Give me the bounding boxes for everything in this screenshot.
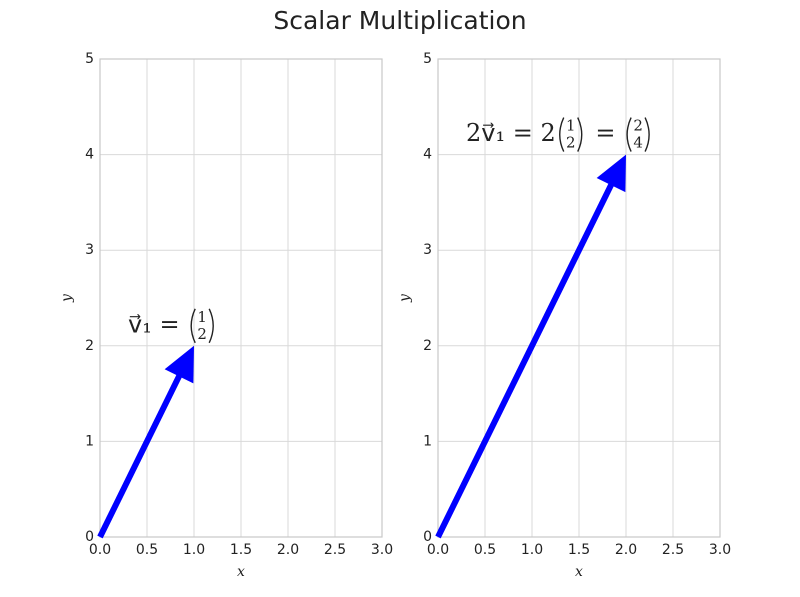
y-axis-label: y: [59, 293, 75, 303]
vector-head: [596, 154, 626, 193]
x-tick-label: 0.0: [89, 542, 111, 558]
paren-right: [644, 117, 650, 152]
y-tick-label: 2: [85, 338, 94, 354]
y-tick-label: 3: [85, 242, 94, 258]
x-axis-label: x: [237, 564, 245, 580]
annotation-entry: 2: [566, 134, 576, 152]
vector-head: [164, 345, 194, 384]
annotation-text: 2v⃗₁ = 2: [466, 119, 556, 147]
x-tick-label: 2.5: [324, 542, 346, 558]
y-axis-label: y: [397, 293, 413, 303]
y-tick-label: 3: [423, 242, 432, 258]
paren-right: [577, 117, 583, 152]
annotation-entry: 4: [633, 134, 643, 152]
annotation-entry: 1: [566, 117, 576, 135]
annotation-entry: 2: [633, 117, 643, 135]
x-tick-label: 2.0: [277, 542, 299, 558]
annotation: v⃗₁ = 12: [128, 308, 214, 344]
annotation-entry: 2: [197, 325, 207, 343]
annotation: 2v⃗₁ = 2 12 = 24: [466, 117, 650, 152]
x-tick-label: 3.0: [371, 542, 393, 558]
x-tick-label: 0.5: [136, 542, 158, 558]
y-tick-label: 1: [423, 433, 432, 449]
x-tick-label: 2.0: [615, 542, 637, 558]
x-tick-label: 1.5: [568, 542, 590, 558]
x-tick-label: 2.5: [662, 542, 684, 558]
x-tick-label: 1.0: [521, 542, 543, 558]
vector-shaft: [97, 373, 183, 539]
annotation-text: v⃗₁ =: [128, 310, 187, 338]
y-tick-label: 5: [423, 51, 432, 67]
x-tick-label: 0.0: [427, 542, 449, 558]
x-tick-label: 1.5: [230, 542, 252, 558]
y-tick-label: 0: [85, 529, 94, 545]
x-tick-label: 1.0: [183, 542, 205, 558]
y-tick-label: 0: [423, 529, 432, 545]
y-tick-label: 4: [85, 147, 94, 163]
figure-title: Scalar Multiplication: [273, 6, 526, 35]
x-tick-label: 0.5: [474, 542, 496, 558]
y-tick-label: 2: [423, 338, 432, 354]
paren-left: [626, 117, 632, 152]
annotation-entry: 1: [197, 308, 207, 326]
plot-frame: [99, 58, 383, 538]
y-tick-label: 1: [85, 433, 94, 449]
plot-frame: [437, 58, 721, 538]
x-tick-label: 3.0: [709, 542, 731, 558]
annotation-text: =: [588, 119, 623, 147]
paren-left: [190, 308, 196, 344]
y-tick-label: 4: [423, 147, 432, 163]
paren-left: [559, 117, 565, 152]
y-tick-label: 5: [85, 51, 94, 67]
x-axis-label: x: [575, 564, 583, 580]
vector-shaft: [435, 181, 615, 539]
paren-right: [208, 308, 214, 344]
